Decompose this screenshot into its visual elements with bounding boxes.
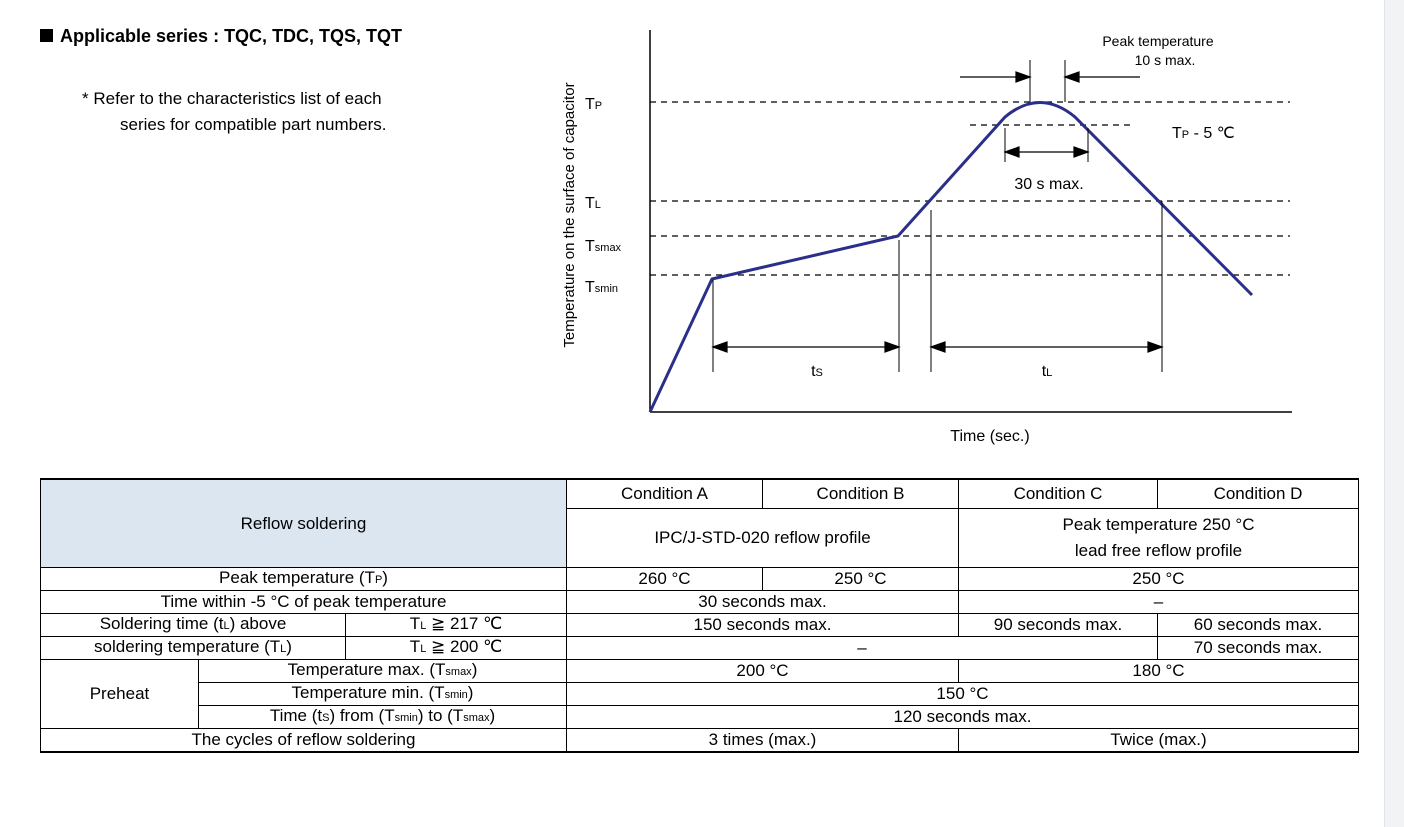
preheat-time-label: Time (tS) from (Tsmin) to (Tsmax) xyxy=(198,705,567,729)
tl-200-d: 70 seconds max. xyxy=(1157,636,1359,660)
within-peak-label: Time within -5 °C of peak temperature xyxy=(40,590,567,614)
tsmax-label: Tsmax xyxy=(585,238,622,255)
tsmin-label: Tsmin xyxy=(585,279,618,296)
tl-217-c: 90 seconds max. xyxy=(958,613,1158,637)
x-axis-label: Time (sec.) xyxy=(950,428,1029,445)
tp-minus-5-label: TP - 5 ℃ xyxy=(1172,125,1235,142)
temp-min-all: 150 °C xyxy=(566,682,1359,706)
temp-max-ab: 200 °C xyxy=(566,659,959,683)
tl-label: TL xyxy=(585,195,601,212)
tl-217-label: TL ≧ 217 ℃ xyxy=(345,613,567,637)
condition-b-header: Condition B xyxy=(762,478,959,509)
tl-217-ab: 150 seconds max. xyxy=(566,613,959,637)
preheat-label: Preheat xyxy=(40,659,199,729)
tl-217-d: 60 seconds max. xyxy=(1157,613,1359,637)
black-square-bullet-icon xyxy=(40,29,53,42)
peak-ten-sec-arrows xyxy=(960,71,1140,83)
heading-text: Applicable series : TQC, TDC, TQS, TQT xyxy=(60,26,403,46)
reflow-spec-table: Reflow soldering Condition A Condition B… xyxy=(40,478,1359,753)
temp-min-label: Temperature min. (Tsmin) xyxy=(198,682,567,706)
soldering-time-label-1: Soldering time (tL) above xyxy=(40,613,346,637)
tp-label: TP xyxy=(585,96,602,113)
condition-d-header: Condition D xyxy=(1157,478,1359,509)
peak-temp-b: 250 °C xyxy=(762,567,959,591)
peak-temp-label-2: 10 s max. xyxy=(1135,52,1196,68)
profile-cd: Peak temperature 250 °C lead free reflow … xyxy=(958,508,1359,568)
peak-temp-cd: 250 °C xyxy=(958,567,1359,591)
thirty-sec-double-arrow xyxy=(1003,146,1090,158)
profile-ab: IPC/J-STD-020 reflow profile xyxy=(566,508,959,568)
cycles-label: The cycles of reflow soldering xyxy=(40,728,567,753)
peak-temp-label-1: Peak temperature xyxy=(1102,33,1213,49)
scrollbar-strip[interactable] xyxy=(1384,0,1404,827)
reflow-profile-graph: TP TL Tsmax Tsmin Temperature on the sur… xyxy=(561,30,1292,445)
within-peak-cd: – xyxy=(958,590,1359,614)
temp-max-label: Temperature max. (Tsmax) xyxy=(198,659,567,683)
section-heading: Applicable series : TQC, TDC, TQS, TQT xyxy=(40,26,402,47)
reflow-profile-curve xyxy=(648,101,1254,413)
peak-temp-a: 260 °C xyxy=(566,567,763,591)
cycles-cd: Twice (max.) xyxy=(958,728,1359,753)
header-reflow-soldering: Reflow soldering xyxy=(40,478,567,568)
soldering-time-label-2: soldering temperature (TL) xyxy=(40,636,346,660)
thirty-sec-label: 30 s max. xyxy=(1014,176,1083,193)
ts-double-arrow xyxy=(711,341,901,353)
peak-temperature-label: Peak temperature (TP) xyxy=(40,567,567,591)
note-line-1: * Refer to the characteristics list of e… xyxy=(82,89,382,108)
preheat-time-all: 120 seconds max. xyxy=(566,705,1359,729)
tl-time-label: tL xyxy=(1042,363,1053,380)
tl-200-abc: – xyxy=(566,636,1158,660)
condition-c-header: Condition C xyxy=(958,478,1158,509)
note-text: * Refer to the characteristics list of e… xyxy=(82,86,386,138)
cycles-ab: 3 times (max.) xyxy=(566,728,959,753)
within-peak-ab: 30 seconds max. xyxy=(566,590,959,614)
tl-200-label: TL ≧ 200 ℃ xyxy=(345,636,567,660)
tl-double-arrow xyxy=(929,341,1164,353)
y-axis-label: Temperature on the surface of capacitor xyxy=(561,82,578,347)
temp-max-cd: 180 °C xyxy=(958,659,1359,683)
condition-a-header: Condition A xyxy=(566,478,763,509)
note-line-2: series for compatible part numbers. xyxy=(120,115,387,134)
ts-label: tS xyxy=(811,363,823,380)
